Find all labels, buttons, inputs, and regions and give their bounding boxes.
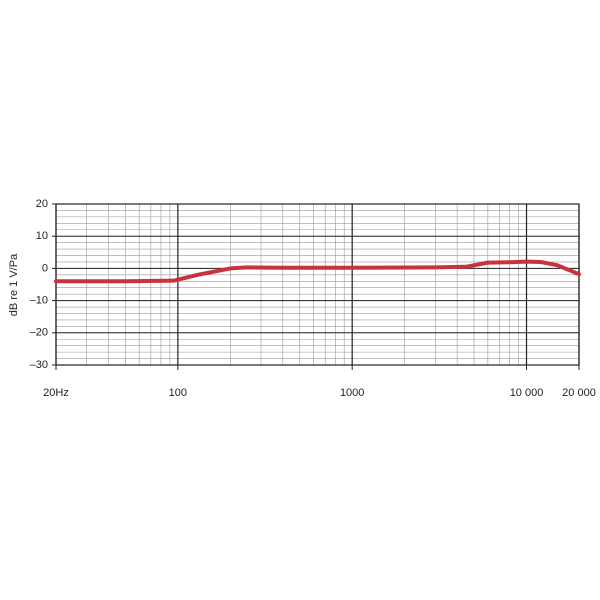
x-tick-label: 20Hz [43, 387, 69, 399]
plot-frame [55, 203, 580, 366]
x-tick-label: 20 000 [562, 387, 596, 399]
y-tick-label: –30 [30, 359, 48, 371]
y-tick-label: 10 [36, 230, 48, 242]
y-axis-label: dB re 1 V/Pa [8, 253, 20, 316]
x-tick-label: 100 [169, 387, 187, 399]
x-tick-label: 10 000 [510, 387, 544, 399]
x-tick-label: 1000 [340, 387, 364, 399]
y-tick-label: –20 [30, 327, 48, 339]
y-tick-label: 0 [42, 262, 48, 274]
y-tick-label: 20 [36, 198, 48, 210]
response-line [54, 259, 581, 284]
y-tick-label: –10 [30, 295, 48, 307]
